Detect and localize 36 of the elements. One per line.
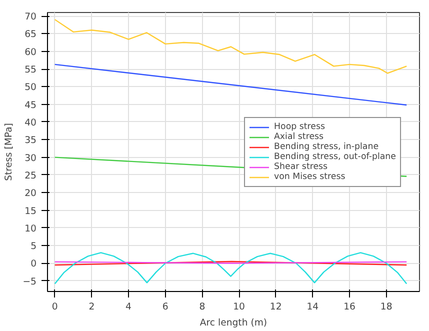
y-tick-label: 25 [24,170,37,182]
x-tick-label: 4 [126,302,132,312]
x-tick-label: 0 [52,302,58,312]
line-series [54,18,408,74]
legend-label: Axial stress [274,132,324,142]
x-tick-label: 2 [88,302,95,312]
y-tick-label: 55 [24,64,37,76]
y-tick-label: 50 [24,82,37,94]
y-tick-label: 35 [24,135,37,146]
x-tick-label: 14 [306,302,319,312]
x-tick-label: 8 [199,302,206,312]
legend-label: Bending stress, out-of-plane [274,152,396,162]
legend-label: Shear stress [274,162,328,172]
y-tick-label: 40 [24,117,37,128]
y-axis-title: Stress [MPa] [4,123,15,181]
x-tick-label: 18 [380,302,392,312]
legend-label: Hoop stress [274,122,325,132]
y-tick-label: 30 [24,152,37,164]
y-tick-label: 70 [24,12,37,23]
x-tick-label: 12 [270,302,282,312]
y-tick-label: −5 [22,276,37,288]
x-tick-label: 10 [233,302,246,312]
y-tick-label: 5 [30,241,37,252]
y-tick-label: 20 [24,188,37,200]
y-tick-label: 45 [24,100,37,111]
legend-label: von Mises stress [274,172,346,182]
x-tick-label: 16 [344,302,356,312]
y-tick-label: 10 [24,223,37,234]
x-tick-label: 6 [162,302,168,312]
y-tick-label: 60 [24,46,37,58]
y-tick-label: 15 [24,206,37,217]
y-tick-label: 0 [30,258,37,270]
x-axis-title: Arc length (m) [200,318,268,328]
line-series [54,252,408,284]
legend-label: Bending stress, in-plane [274,142,379,152]
y-tick-label: 65 [24,29,37,40]
